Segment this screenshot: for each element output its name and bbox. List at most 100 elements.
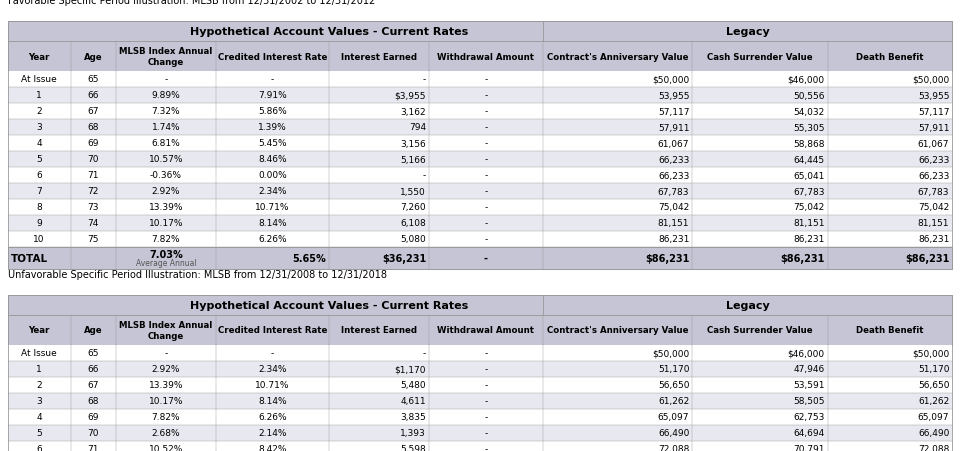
Text: -: - (485, 381, 488, 390)
Text: 7,260: 7,260 (400, 203, 426, 212)
Text: 4,611: 4,611 (400, 396, 426, 405)
Text: -: - (422, 171, 426, 180)
Text: 72,088: 72,088 (918, 445, 949, 451)
Text: 66,490: 66,490 (918, 428, 949, 437)
Text: 47,946: 47,946 (794, 365, 825, 374)
Text: Favorable Specific Period Illustration: MLSB from 12/31/2002 to 12/31/2012: Favorable Specific Period Illustration: … (8, 0, 375, 6)
Text: 66,233: 66,233 (918, 171, 949, 180)
Text: $50,000: $50,000 (912, 349, 949, 358)
Text: 72: 72 (87, 187, 99, 196)
Text: 1: 1 (36, 91, 42, 100)
Text: Year: Year (29, 326, 50, 335)
Text: 6.26%: 6.26% (258, 235, 287, 244)
Text: 53,591: 53,591 (793, 381, 825, 390)
Text: 57,117: 57,117 (918, 107, 949, 116)
Text: Age: Age (84, 326, 103, 335)
Text: 66: 66 (87, 91, 99, 100)
Bar (8, 315, 952, 345)
Text: Average Annual: Average Annual (135, 259, 196, 268)
Text: 75,042: 75,042 (918, 203, 949, 212)
Text: 67,783: 67,783 (918, 187, 949, 196)
Text: 66: 66 (87, 365, 99, 374)
Text: -: - (485, 91, 488, 100)
Text: 0.00%: 0.00% (258, 171, 287, 180)
Bar (8, 199, 952, 216)
Text: -: - (422, 349, 426, 358)
Text: At Issue: At Issue (21, 75, 57, 84)
Text: 3: 3 (36, 123, 42, 132)
Text: 65: 65 (87, 75, 99, 84)
Bar (8, 231, 952, 248)
Text: 67: 67 (87, 107, 99, 116)
Text: 61,067: 61,067 (918, 139, 949, 148)
Text: -: - (485, 219, 488, 228)
Text: Credited Interest Rate: Credited Interest Rate (218, 326, 327, 335)
Text: 86,231: 86,231 (918, 235, 949, 244)
Bar (8, 168, 952, 184)
Text: 5.45%: 5.45% (258, 139, 287, 148)
Text: 81,151: 81,151 (918, 219, 949, 228)
Text: $86,231: $86,231 (645, 253, 689, 263)
Text: 8.14%: 8.14% (258, 219, 287, 228)
Text: 70: 70 (87, 155, 99, 164)
Text: 67: 67 (87, 381, 99, 390)
Bar (8, 425, 952, 441)
Text: $50,000: $50,000 (652, 75, 689, 84)
Text: 61,262: 61,262 (658, 396, 689, 405)
Text: Contract's Anniversary Value: Contract's Anniversary Value (547, 52, 688, 61)
Text: -: - (485, 155, 488, 164)
Bar (8, 393, 952, 409)
Text: 75: 75 (87, 235, 99, 244)
Text: 6: 6 (36, 445, 42, 451)
Text: -: - (485, 445, 488, 451)
Text: TOTAL: TOTAL (11, 253, 48, 263)
Text: 70,791: 70,791 (793, 445, 825, 451)
Text: 65,097: 65,097 (658, 413, 689, 422)
Text: 58,868: 58,868 (793, 139, 825, 148)
Text: 10.71%: 10.71% (255, 381, 290, 390)
Bar (8, 361, 952, 377)
Text: 5.65%: 5.65% (293, 253, 326, 263)
Text: 68: 68 (87, 396, 99, 405)
Text: 51,170: 51,170 (918, 365, 949, 374)
Text: 53,955: 53,955 (658, 91, 689, 100)
Text: $86,231: $86,231 (905, 253, 949, 263)
Text: 2.34%: 2.34% (258, 365, 287, 374)
Text: 8.42%: 8.42% (258, 445, 287, 451)
Text: At Issue: At Issue (21, 349, 57, 358)
Text: 81,151: 81,151 (658, 219, 689, 228)
Text: 65,041: 65,041 (793, 171, 825, 180)
Text: 13.39%: 13.39% (149, 381, 183, 390)
Bar (8, 441, 952, 451)
Text: 7.03%: 7.03% (149, 249, 182, 259)
Text: 10: 10 (34, 235, 45, 244)
Text: 8: 8 (36, 203, 42, 212)
Text: 8.14%: 8.14% (258, 396, 287, 405)
Text: 6.81%: 6.81% (152, 139, 180, 148)
Text: 61,067: 61,067 (658, 139, 689, 148)
Text: 53,955: 53,955 (918, 91, 949, 100)
Text: 2: 2 (36, 107, 42, 116)
Bar (8, 377, 952, 393)
Bar (8, 22, 952, 269)
Bar (8, 72, 952, 88)
Text: 57,911: 57,911 (918, 123, 949, 132)
Text: 57,117: 57,117 (658, 107, 689, 116)
Text: -: - (485, 187, 488, 196)
Text: 1.74%: 1.74% (152, 123, 180, 132)
Text: 1: 1 (36, 365, 42, 374)
Text: 67,783: 67,783 (658, 187, 689, 196)
Text: 5,598: 5,598 (400, 445, 426, 451)
Text: 64,694: 64,694 (794, 428, 825, 437)
Bar (8, 184, 952, 199)
Bar (8, 42, 952, 72)
Text: Legacy: Legacy (726, 300, 770, 310)
Text: Hypothetical Account Values - Current Rates: Hypothetical Account Values - Current Ra… (190, 300, 468, 310)
Text: 2.92%: 2.92% (152, 187, 180, 196)
Text: Age: Age (84, 52, 103, 61)
Text: 5: 5 (36, 428, 42, 437)
Text: 1,393: 1,393 (400, 428, 426, 437)
Text: 81,151: 81,151 (793, 219, 825, 228)
Text: 68: 68 (87, 123, 99, 132)
Text: -: - (485, 396, 488, 405)
